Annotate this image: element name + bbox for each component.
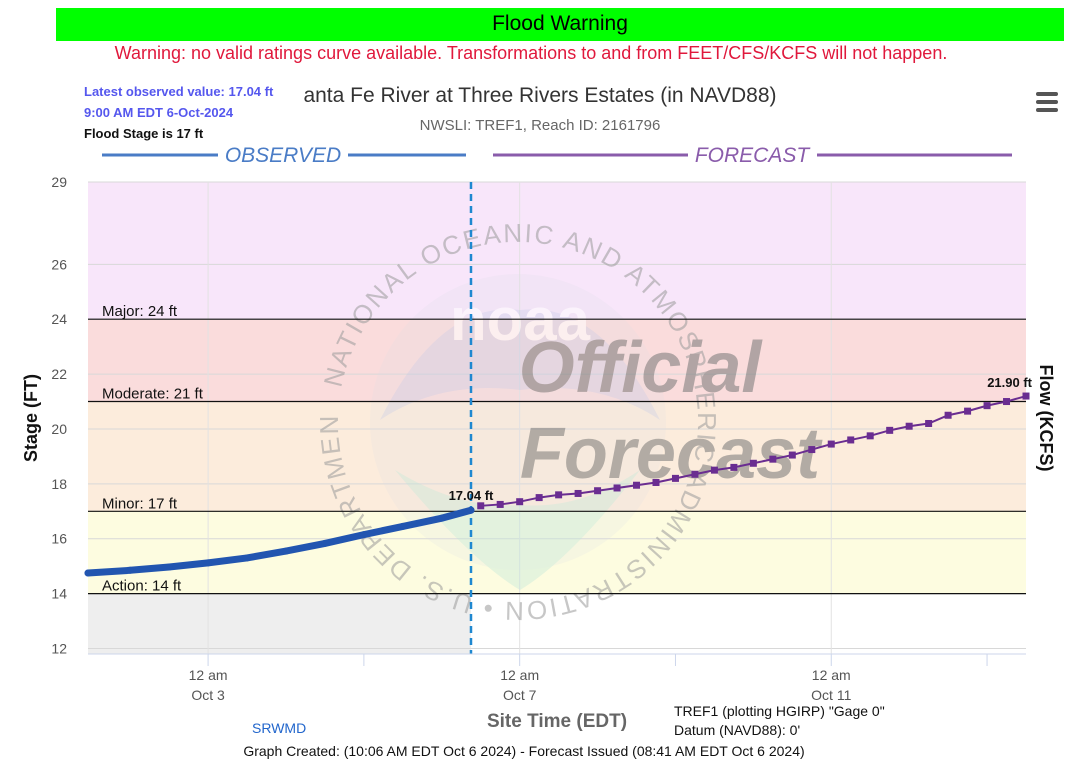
datum-info-line: Datum (NAVD88): 0'	[674, 722, 800, 738]
x-tick-label: Oct 3	[191, 687, 225, 703]
y-axis: 12 14 16 18 20 22 24 26 29	[51, 174, 67, 657]
threshold-label: Action: 14 ft	[102, 578, 182, 595]
observed-point	[282, 547, 290, 555]
x-tick-label: 12 am	[812, 667, 851, 683]
chart-title: anta Fe River at Three Rivers Estates (i…	[303, 84, 776, 107]
gage-info-line: TREF1 (plotting HGIRP) "Gage 0"	[674, 703, 885, 719]
flood-category-bands	[88, 182, 1026, 654]
forecast-point	[847, 436, 855, 444]
threshold-label: Moderate: 21 ft	[102, 386, 204, 403]
forecast-point	[691, 470, 699, 478]
forecast-end-label: 21.90 ft	[987, 375, 1032, 390]
chart-subtitle: NWSLI: TREF1, Reach ID: 2161796	[420, 117, 661, 134]
latest-observed-value: Latest observed value: 17.04 ft	[84, 84, 274, 99]
srwmd-credit-link[interactable]: SRWMD	[252, 720, 306, 736]
threshold-label: Minor: 17 ft	[102, 495, 178, 512]
forecast-point	[925, 419, 933, 427]
data-series: 17.04 ft 21.90 ft	[84, 375, 1033, 577]
latest-observed-time: 9:00 AM EDT 6-Oct-2024	[84, 105, 234, 120]
observed-point	[321, 539, 329, 547]
forecast-point	[671, 474, 679, 482]
y-tick-label: 18	[51, 476, 67, 492]
x-tick-label: Oct 11	[811, 687, 851, 703]
observed-point	[467, 506, 475, 514]
x-tick-label: 12 am	[500, 667, 539, 683]
record-band	[88, 182, 1026, 320]
forecast-point	[594, 487, 602, 495]
flood-warning-banner: Flood Warning	[56, 8, 1064, 41]
y-tick-label: 29	[51, 174, 67, 190]
x-axis: 12 am Oct 3 12 am Oct 7 12 am Oct 11	[88, 653, 1026, 703]
forecast-point	[964, 407, 972, 415]
forecast-point	[749, 459, 757, 467]
forecast-point	[808, 446, 816, 454]
observed-point	[84, 569, 92, 577]
x-axis-label: Site Time (EDT)	[487, 711, 627, 732]
threshold-label: Major: 24 ft	[102, 303, 178, 320]
chart-menu-icon[interactable]	[1030, 88, 1064, 118]
y-tick-label: 24	[51, 311, 67, 327]
forecast-point	[1022, 392, 1030, 400]
forecast-point	[710, 466, 718, 474]
forecast-point	[1003, 398, 1011, 406]
forecast-point	[574, 489, 582, 497]
threshold-lines: Major: 24 ft Moderate: 21 ft Minor: 17 ft A…	[88, 182, 1026, 654]
forecast-point	[886, 426, 894, 434]
svg-text:Forecast: Forecast	[520, 414, 823, 494]
observed-point	[438, 514, 446, 522]
section-headers: OBSERVED FORECAST	[102, 144, 1012, 167]
flood-stage-note: Flood Stage is 17 ft	[84, 126, 204, 141]
observed-point	[243, 554, 251, 562]
y-axis-right-label: Flow (KCFS)	[1036, 365, 1056, 472]
svg-text:Official: Official	[519, 328, 764, 408]
y-tick-label: 22	[51, 366, 67, 382]
forecast-point	[555, 491, 563, 499]
forecast-point	[827, 440, 835, 448]
major-band	[88, 319, 1026, 402]
y-tick-label: 20	[51, 421, 67, 437]
forecast-point	[788, 451, 796, 459]
forecast-point	[535, 494, 543, 502]
y-tick-label: 14	[51, 586, 67, 602]
latest-observation-info: Latest observed value: 17.04 ft 9:00 AM …	[84, 81, 273, 144]
observed-point	[399, 522, 407, 530]
x-tick-label: Oct 7	[503, 687, 537, 703]
observed-point	[165, 563, 173, 571]
forecast-point	[905, 422, 913, 430]
observed-point	[360, 531, 368, 539]
forecast-point	[516, 498, 524, 506]
y-tick-label: 12	[51, 641, 67, 657]
forecast-point	[769, 455, 777, 463]
graph-created-text: Graph Created: (10:06 AM EDT Oct 6 2024)…	[243, 743, 804, 759]
observed-point	[204, 559, 212, 567]
observed-point	[126, 566, 134, 574]
y-tick-label: 16	[51, 531, 67, 547]
observed-header: OBSERVED	[225, 144, 341, 167]
minor-band	[88, 511, 1026, 594]
x-tick-label: 12 am	[189, 667, 228, 683]
observed-end-label: 17.04 ft	[449, 488, 494, 503]
forecast-point	[866, 432, 874, 440]
forecast-point	[652, 478, 660, 486]
forecast-point	[983, 402, 991, 410]
forecast-point	[944, 411, 952, 419]
forecast-point	[633, 481, 641, 489]
y-axis-label: Stage (FT)	[21, 374, 41, 462]
forecast-point	[477, 502, 485, 510]
ratings-warning-text: Warning: no valid ratings curve availabl…	[114, 43, 948, 63]
forecast-point	[613, 484, 621, 492]
forecast-point	[496, 500, 504, 508]
forecast-header: FORECAST	[695, 144, 812, 167]
y-tick-label: 26	[51, 256, 67, 272]
below-action-band	[88, 593, 471, 654]
forecast-point	[730, 463, 738, 471]
